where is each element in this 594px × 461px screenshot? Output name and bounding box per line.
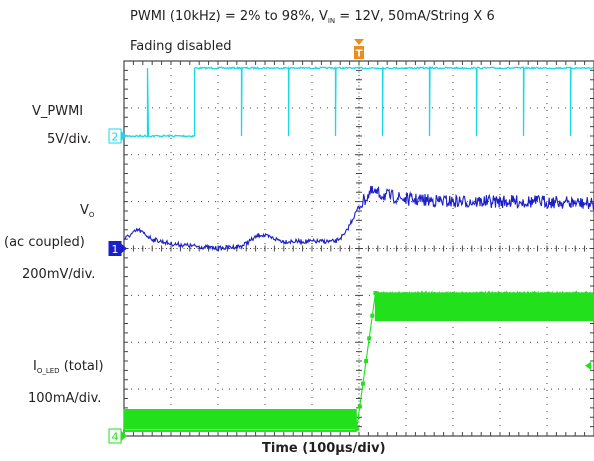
series-io-line (123, 290, 594, 430)
vpwmi-label: V_PWMI (32, 104, 84, 119)
ch2-marker-text: 2 (112, 131, 119, 144)
trigger-text: T (356, 49, 363, 60)
trigger-arrow (354, 39, 364, 45)
vpwmi-scale: 5V/div. (47, 132, 92, 147)
series-vo-line (123, 185, 594, 252)
ch1-marker: 1 (108, 241, 127, 256)
trigger-marker: T (354, 39, 364, 60)
ch4-marker: 4 (108, 428, 127, 444)
ch4-marker-text: 4 (112, 431, 119, 444)
chart-title: PWMI (10kHz) = 2% to 98%, VIN = 12V, 50m… (130, 9, 495, 25)
waveform-traces (123, 65, 594, 432)
io-label: IO_LED (total) (33, 359, 104, 375)
vo-scale: 200mV/div. (22, 267, 96, 282)
series-io-baseline (124, 429, 357, 432)
ch1-marker-text: 1 (112, 243, 119, 256)
ch1-marker-arrow (121, 243, 127, 254)
vo-coupling: (ac coupled) (4, 235, 85, 250)
vo-label: VO (80, 203, 95, 219)
x-axis-label: Time (100µs/div) (262, 441, 386, 456)
ch4-ref-arrow (585, 361, 591, 370)
ch2-marker-arrow (121, 131, 127, 141)
io-scale: 100mA/div. (28, 391, 102, 406)
ch4-marker-arrow (121, 431, 127, 441)
ch2-marker: 2 (108, 128, 127, 144)
series-vpwmi-line (123, 65, 594, 139)
channel-markers: 2 1 4 T (108, 39, 591, 444)
trigger-box (354, 46, 364, 59)
chart-subtitle: Fading disabled (130, 39, 232, 54)
